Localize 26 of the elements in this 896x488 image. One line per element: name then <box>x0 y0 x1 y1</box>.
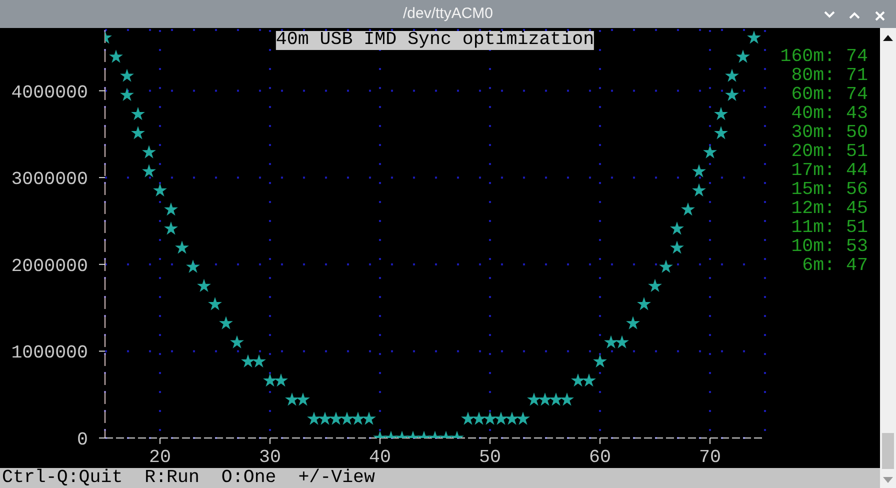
text: 20m: 51 <box>790 142 868 162</box>
y-tick-label: 4000000 <box>11 83 88 104</box>
x-tick-label: 60 <box>589 448 611 468</box>
text: 6m: 47 <box>801 256 868 276</box>
x-tick-label: 40 <box>369 448 391 468</box>
text: /dev/ttyACM0 <box>402 5 494 22</box>
text: 12m: 45 <box>790 199 868 219</box>
y-tick-label: 1000000 <box>11 344 88 364</box>
text: 30m: 50 <box>790 123 868 143</box>
x-tick-label: 30 <box>259 448 281 468</box>
y-tick-label: 3000000 <box>11 170 88 190</box>
text: 11m: 51 <box>790 218 868 238</box>
x-tick-label: 70 <box>699 448 721 468</box>
text: 60m: 74 <box>790 85 868 105</box>
text: Ctrl-Q:Quit R:Run O:One +/-View <box>2 468 375 488</box>
text: 10m: 53 <box>790 237 868 257</box>
text: 80m: 71 <box>790 66 868 86</box>
chart-title: 40m USB IMD Sync optimization <box>276 30 594 50</box>
text: 160m: 74 <box>780 47 868 67</box>
text: 40m: 43 <box>790 104 868 124</box>
x-tick-label: 20 <box>149 448 171 468</box>
y-tick-label: 0 <box>77 430 88 450</box>
x-tick-label: 50 <box>479 448 501 468</box>
text: 15m: 56 <box>790 180 868 200</box>
y-tick-label: 2000000 <box>11 256 88 277</box>
text: 17m: 44 <box>790 161 868 181</box>
